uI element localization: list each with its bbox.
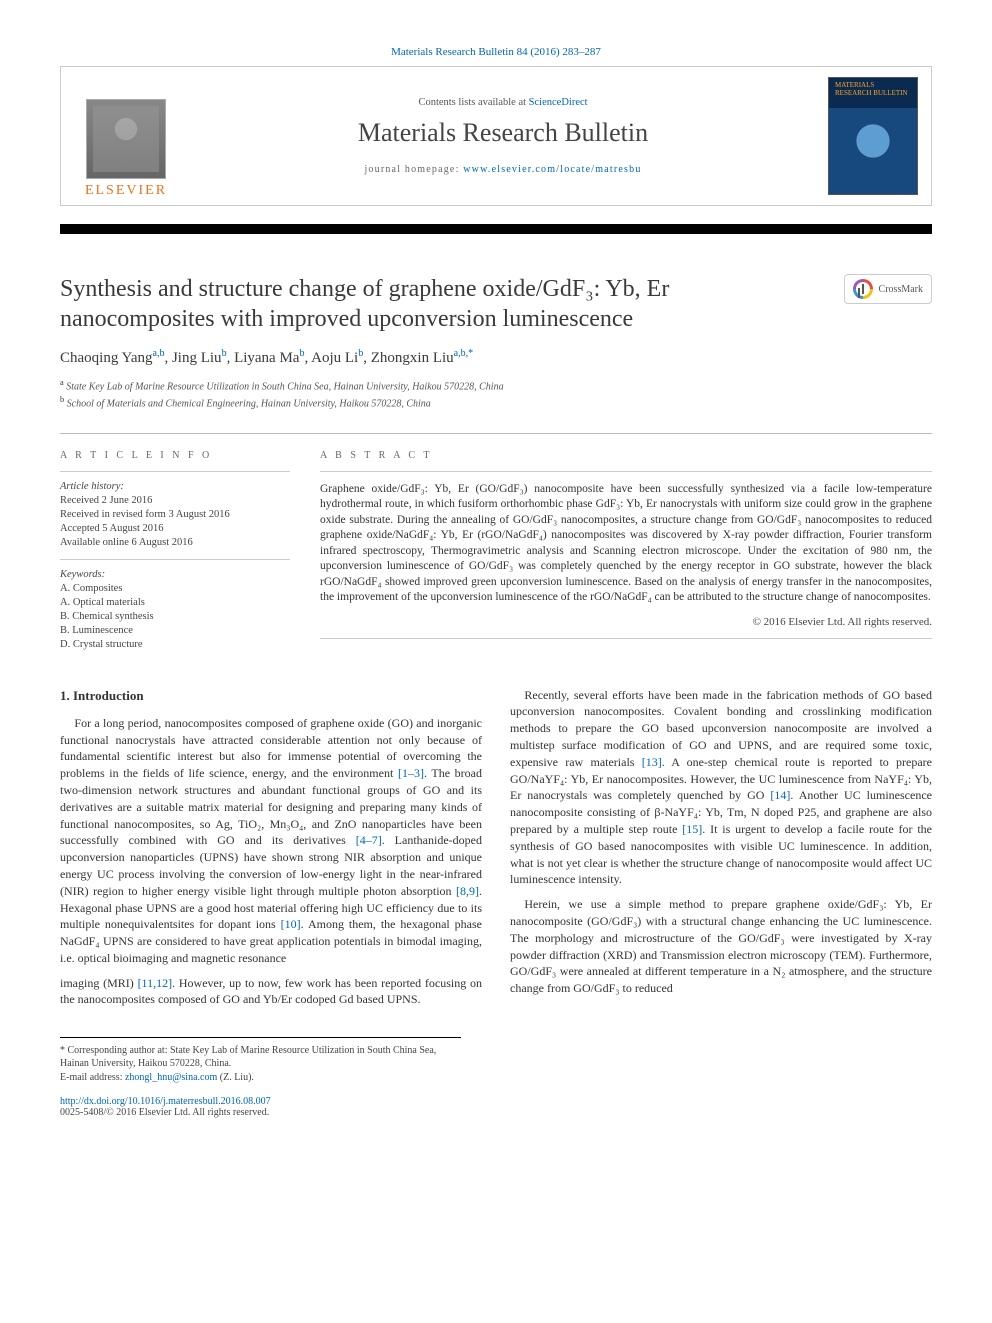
crossmark-label: CrossMark	[879, 284, 923, 295]
affiliations: a State Key Lab of Marine Resource Utili…	[60, 377, 932, 411]
author: Aoju Lib	[311, 350, 363, 366]
sciencedirect-link[interactable]: ScienceDirect	[529, 97, 588, 108]
article-body: 1. Introduction For a long period, nanoc…	[60, 687, 932, 1011]
doi-link[interactable]: http://dx.doi.org/10.1016/j.materresbull…	[60, 1096, 271, 1107]
homepage-prefix: journal homepage:	[364, 164, 463, 175]
crossmark-badge[interactable]: CrossMark	[844, 274, 932, 304]
running-head: Materials Research Bulletin 84 (2016) 28…	[60, 46, 932, 58]
corresponding-email-link[interactable]: zhongl_hnu@sina.com	[125, 1072, 217, 1083]
history-line: Accepted 5 August 2016	[60, 522, 290, 536]
elsevier-tree-icon	[86, 99, 166, 179]
section-heading: 1. Introduction	[60, 687, 482, 705]
crossmark-icon	[853, 279, 873, 299]
history-line: Received in revised form 3 August 2016	[60, 508, 290, 522]
citation-link[interactable]: Materials Research Bulletin 84 (2016) 28…	[391, 46, 601, 58]
email-label: E-mail address:	[60, 1072, 125, 1083]
body-paragraph: Herein, we use a simple method to prepar…	[510, 896, 932, 997]
article-title: Synthesis and structure change of graphe…	[60, 274, 828, 334]
abstract-copyright: © 2016 Elsevier Ltd. All rights reserved…	[320, 616, 932, 628]
footnote-corr: * Corresponding author at: State Key Lab…	[60, 1044, 461, 1071]
affiliation-b: School of Materials and Chemical Enginee…	[67, 398, 431, 409]
corresponding-author-footnote: * Corresponding author at: State Key Lab…	[60, 1037, 461, 1085]
article-info-heading: A R T I C L E I N F O	[60, 450, 290, 461]
header-divider-bar	[60, 224, 932, 234]
keywords-label: Keywords:	[60, 568, 290, 582]
contents-prefix: Contents lists available at	[418, 97, 528, 108]
history-line: Received 2 June 2016	[60, 494, 290, 508]
cover-title: MATERIALS RESEARCH BULLETIN	[835, 82, 911, 97]
history-label: Article history:	[60, 480, 290, 494]
journal-header: ELSEVIER Contents lists available at Sci…	[60, 66, 932, 206]
author: Chaoqing Yanga,b	[60, 350, 164, 366]
history-line: Available online 6 August 2016	[60, 536, 290, 550]
journal-cover-thumb: MATERIALS RESEARCH BULLETIN	[828, 77, 918, 195]
keyword: A. Composites	[60, 582, 290, 596]
body-paragraph: imaging (MRI) [11,12]. However, up to no…	[60, 975, 482, 1009]
body-paragraph: For a long period, nanocomposites compos…	[60, 715, 482, 967]
journal-homepage: journal homepage: www.elsevier.com/locat…	[364, 164, 641, 175]
author: Jing Liub	[172, 350, 227, 366]
email-author: (Z. Liu).	[220, 1072, 254, 1083]
journal-title: Materials Research Bulletin	[358, 118, 648, 148]
abstract-heading: A B S T R A C T	[320, 450, 932, 461]
affiliation-a: State Key Lab of Marine Resource Utiliza…	[66, 381, 503, 392]
homepage-link[interactable]: www.elsevier.com/locate/matresbu	[463, 164, 641, 175]
publisher-logo-block: ELSEVIER	[61, 67, 191, 205]
keyword: B. Luminescence	[60, 624, 290, 638]
keyword: D. Crystal structure	[60, 638, 290, 652]
author-list: Chaoqing Yanga,b, Jing Liub, Liyana Mab,…	[60, 348, 932, 367]
abstract-column: A B S T R A C T Graphene oxide/GdF₃: Yb,…	[320, 450, 932, 653]
author: Liyana Mab	[234, 350, 304, 366]
issn-copyright: 0025-5408/© 2016 Elsevier Ltd. All right…	[60, 1107, 932, 1118]
doi-block: http://dx.doi.org/10.1016/j.materresbull…	[60, 1096, 932, 1118]
contents-available: Contents lists available at ScienceDirec…	[418, 97, 587, 108]
body-paragraph: Recently, several efforts have been made…	[510, 687, 932, 889]
article-info-column: A R T I C L E I N F O Article history: R…	[60, 450, 290, 653]
keyword: A. Optical materials	[60, 596, 290, 610]
author: Zhongxin Liua,b,*	[371, 350, 473, 366]
keyword: B. Chemical synthesis	[60, 610, 290, 624]
abstract-text: Graphene oxide/GdF₃: Yb, Er (GO/GdF₃) na…	[320, 482, 932, 606]
publisher-name: ELSEVIER	[85, 183, 167, 199]
